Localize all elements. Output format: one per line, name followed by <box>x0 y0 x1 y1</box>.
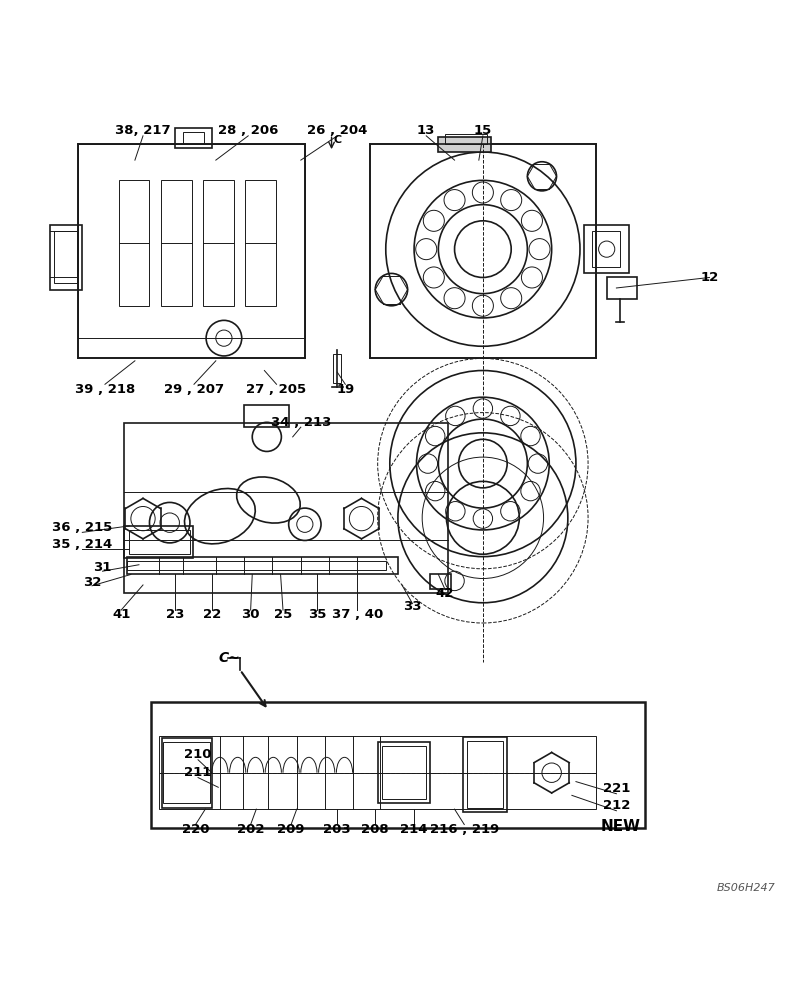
Bar <box>54 231 76 283</box>
Bar <box>183 132 204 144</box>
Text: 208: 208 <box>361 823 388 836</box>
Bar <box>333 354 341 383</box>
Bar <box>203 180 234 306</box>
Text: 27 , 205: 27 , 205 <box>247 383 307 396</box>
Text: 36 , 215: 36 , 215 <box>52 521 112 534</box>
Text: 202: 202 <box>237 823 264 836</box>
Bar <box>163 742 210 803</box>
Bar <box>175 128 212 148</box>
Text: 216 , 219: 216 , 219 <box>429 823 498 836</box>
Bar <box>245 180 276 306</box>
Text: 15: 15 <box>473 124 491 137</box>
Text: 29 , 207: 29 , 207 <box>164 383 224 396</box>
Text: BS06H247: BS06H247 <box>715 883 775 893</box>
Text: 25: 25 <box>273 608 292 621</box>
Bar <box>50 225 82 290</box>
Text: 214: 214 <box>400 823 427 836</box>
Text: 37 , 40: 37 , 40 <box>332 608 383 621</box>
Text: 34 , 213: 34 , 213 <box>270 416 331 429</box>
Text: 19: 19 <box>336 383 354 396</box>
Text: 38, 217: 38, 217 <box>115 124 170 137</box>
Text: 33: 33 <box>403 600 421 613</box>
Bar <box>151 702 644 828</box>
Bar <box>161 738 212 808</box>
Text: 211: 211 <box>184 766 212 779</box>
Text: 26 , 204: 26 , 204 <box>307 124 367 137</box>
Text: 35 , 214: 35 , 214 <box>52 538 112 551</box>
Bar <box>591 231 620 267</box>
Text: NEW: NEW <box>599 819 640 834</box>
Bar <box>430 574 450 589</box>
Bar <box>377 742 430 803</box>
Bar <box>438 137 491 152</box>
Bar <box>159 736 595 809</box>
Text: 35: 35 <box>307 608 326 621</box>
Bar <box>381 746 426 799</box>
Text: 32: 32 <box>83 576 101 589</box>
Bar <box>124 423 448 593</box>
Text: 42: 42 <box>436 587 453 600</box>
Bar <box>462 737 507 812</box>
Bar <box>127 557 397 574</box>
Text: 210: 210 <box>184 748 212 761</box>
Text: 28 , 206: 28 , 206 <box>217 124 278 137</box>
Bar <box>606 277 637 299</box>
Text: 22: 22 <box>203 608 221 621</box>
Text: 39 , 218: 39 , 218 <box>75 383 135 396</box>
Text: 220: 220 <box>182 823 209 836</box>
Bar <box>583 225 628 273</box>
Text: 23: 23 <box>166 608 184 621</box>
Bar <box>127 561 385 570</box>
Text: 209: 209 <box>277 823 304 836</box>
Text: 221: 221 <box>602 782 629 795</box>
Text: 12: 12 <box>699 271 718 284</box>
Text: 203: 203 <box>323 823 350 836</box>
Bar <box>124 526 193 558</box>
Text: 13: 13 <box>417 124 435 137</box>
Bar <box>369 144 595 358</box>
Bar <box>466 741 503 808</box>
Bar <box>78 144 304 338</box>
Text: 31: 31 <box>93 561 112 574</box>
Text: 212: 212 <box>602 799 629 812</box>
Bar <box>444 134 487 144</box>
Bar <box>118 180 149 306</box>
Bar <box>78 144 304 358</box>
Text: C: C <box>333 135 341 145</box>
Bar <box>129 530 190 554</box>
Text: 41: 41 <box>112 608 131 621</box>
Text: 30: 30 <box>241 608 260 621</box>
Bar <box>161 180 191 306</box>
Bar <box>244 405 288 427</box>
Text: C~: C~ <box>218 651 240 665</box>
